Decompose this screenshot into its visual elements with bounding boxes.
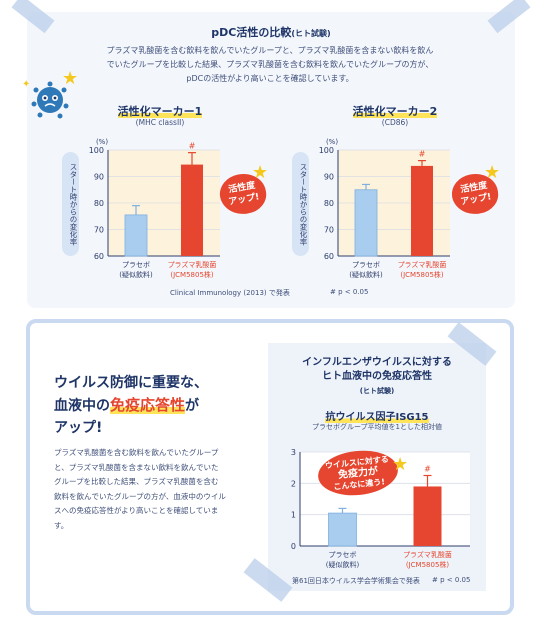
- x-category-label: (JCM5805株): [400, 270, 444, 279]
- significance-mark: #: [189, 142, 196, 151]
- significance-mark: #: [424, 465, 431, 474]
- significance-mark: #: [419, 150, 426, 159]
- y-tick-label: 60: [324, 252, 334, 261]
- chart2-svg: 60 70 80 90 100(%) プラセボ(疑似飲料) # プラズマ乳酸菌(JCM5805…: [319, 138, 450, 279]
- x-category-label: プラセボ: [122, 261, 150, 269]
- y-tick-label: 60: [94, 252, 104, 261]
- section1-intro: プラズマ乳酸菌を含む飲料を飲んでいたグループと、プラズマ乳酸菌を含まない飲料を飲…: [106, 46, 434, 83]
- y-unit-label: (%): [326, 138, 338, 146]
- x-category-label: プラズマ乳酸菌: [403, 550, 452, 559]
- section2-headline: ウイルス防御に重要な、 血液中の免疫応答性が アップ!: [54, 375, 208, 436]
- chart2-title: 活性化マーカー2: [352, 105, 438, 118]
- section1-significance: # p < 0.05: [330, 288, 369, 296]
- x-category-label: プラセボ: [352, 261, 380, 269]
- y-tick-label: 0: [291, 542, 296, 551]
- star-icon: ★: [62, 68, 79, 89]
- y-tick-label: 100: [89, 146, 104, 155]
- bar-placebo: [328, 512, 357, 547]
- y-tick-label: 70: [324, 226, 334, 235]
- bar-lactobacillus: [181, 164, 203, 256]
- x-category-label: (疑似飲料): [119, 270, 153, 279]
- section2-body: プラズマ乳酸菌を含む飲料を飲んでいたグループ と、プラズマ乳酸菌を含まない飲料を飲…: [54, 448, 226, 530]
- bar-lactobacillus: [413, 486, 442, 546]
- x-category-label: (JCM5805株): [406, 560, 450, 569]
- y-axis-label-pill: スタート時からの変化率: [62, 152, 79, 256]
- chart1-svg: 60 70 80 90 100(%) プラセボ(疑似飲料) # プラズマ乳酸菌(JCM5805…: [89, 138, 220, 279]
- chart2-subtitle: (CD86): [381, 118, 409, 127]
- star-icon: ★: [484, 162, 501, 183]
- y-tick-label: 100: [319, 146, 334, 155]
- x-category-label: (疑似飲料): [326, 560, 360, 569]
- y-tick-label: 3: [291, 448, 296, 457]
- section1-title: pDC活性の比較(ヒト試験): [211, 26, 331, 39]
- virus-mascot-icon: [31, 81, 69, 119]
- y-unit-label: (%): [96, 138, 108, 146]
- chart3-title: 抗ウイルス因子ISG15: [325, 412, 429, 423]
- star-icon: ★: [252, 162, 269, 183]
- y-tick-label: 70: [94, 226, 104, 235]
- y-axis-label-pill: スタート時からの変化率: [292, 152, 309, 256]
- section1-source: Clinical Immunology (2013) で発表: [170, 289, 290, 297]
- section2-significance: # p < 0.05: [432, 576, 471, 584]
- x-category-label: プラセボ: [329, 551, 357, 559]
- y-tick-label: 1: [291, 511, 296, 520]
- chart1-title: 活性化マーカー1: [117, 105, 203, 118]
- x-category-label: (疑似飲料): [349, 270, 383, 279]
- section2-source: 第61回日本ウイルス学会学術集会で発表: [292, 577, 420, 585]
- x-category-label: (JCM5805株): [170, 270, 214, 279]
- bar-placebo: [124, 214, 148, 257]
- x-category-label: プラズマ乳酸菌: [168, 260, 217, 269]
- chart1-subtitle: (MHC classII): [135, 118, 185, 127]
- star-icon: ✦: [22, 79, 31, 90]
- bar-lactobacillus: [411, 165, 433, 256]
- y-tick-label: 2: [291, 479, 296, 488]
- y-tick-label: 90: [324, 173, 334, 182]
- y-tick-label: 80: [94, 199, 104, 208]
- chart3-subtitle: プラセボグループ平均値を1とした相対値: [311, 423, 443, 431]
- influenza-panel-title: インフルエンザウイルスに対する ヒト血液中の免疫応答性 (ヒト試験): [302, 357, 452, 395]
- bar-placebo: [354, 189, 378, 257]
- y-tick-label: 80: [324, 199, 334, 208]
- y-tick-label: 90: [94, 173, 104, 182]
- star-icon: ★: [392, 454, 409, 475]
- x-category-label: プラズマ乳酸菌: [398, 260, 447, 269]
